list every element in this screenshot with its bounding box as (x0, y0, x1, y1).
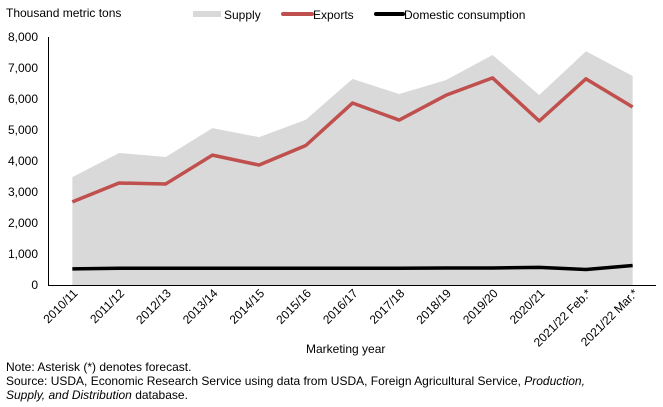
x-axis-title: Marketing year (306, 342, 385, 356)
legend-swatch-supply (193, 11, 221, 17)
legend: Supply Exports Domestic consumption (193, 8, 525, 22)
y-axis-title: Thousand metric tons (6, 6, 121, 20)
footer-note: Note: Asterisk (*) denotes forecast. (6, 360, 192, 374)
y-tick-label: 3,000 (8, 185, 38, 199)
x-tick-label: 2012/13 (133, 286, 174, 327)
series-area-supply (72, 51, 633, 286)
y-tick-label: 7,000 (8, 61, 38, 75)
x-tick-label: 2020/21 (507, 286, 548, 327)
source-italic-1: Production, (524, 374, 585, 388)
series-line-exports (71, 76, 634, 204)
y-tick-label: 0 (31, 278, 38, 292)
plot-area (71, 51, 634, 286)
chart: Thousand metric tons Supply Exports Dome… (6, 6, 656, 356)
y-tick-label: 6,000 (8, 92, 38, 106)
x-tick-label: 2015/16 (273, 286, 314, 327)
legend-label-supply: Supply (224, 8, 261, 22)
y-tick-labels: 0 1,000 2,000 3,000 4,000 5,000 6,000 7,000 8,00… (8, 30, 38, 292)
y-tick-label: 1,000 (8, 247, 38, 261)
footer-source: Source: USDA, Economic Research Service … (6, 374, 656, 402)
source-text-2: database. (131, 388, 188, 402)
legend-label-exports: Exports (313, 8, 354, 22)
source-text-1: Source: USDA, Economic Research Service … (6, 374, 525, 388)
x-tick-label: 2016/17 (320, 286, 361, 327)
x-tick-label: 2013/14 (180, 286, 221, 327)
y-tick-label: 5,000 (8, 123, 38, 137)
x-tick-label: 2019/20 (460, 286, 501, 327)
source-italic-2: Supply, and Distribution (6, 388, 132, 402)
y-tick-label: 8,000 (8, 30, 38, 44)
x-tick-label: 2010/11 (41, 286, 81, 326)
x-tick-label: 2014/15 (227, 286, 268, 327)
x-tick-label: 2017/18 (367, 286, 408, 327)
x-tick-label: 2011/12 (87, 286, 127, 326)
x-tick-label: 2018/19 (413, 286, 454, 327)
y-tick-label: 2,000 (8, 216, 38, 230)
y-tick-label: 4,000 (8, 154, 38, 168)
x-tick-labels: 2010/11 2011/12 2012/13 2013/14 2014/15 2015/… (41, 286, 641, 349)
series-line-domestic-consumption (72, 263, 633, 272)
legend-label-domestic: Domestic consumption (404, 8, 525, 22)
